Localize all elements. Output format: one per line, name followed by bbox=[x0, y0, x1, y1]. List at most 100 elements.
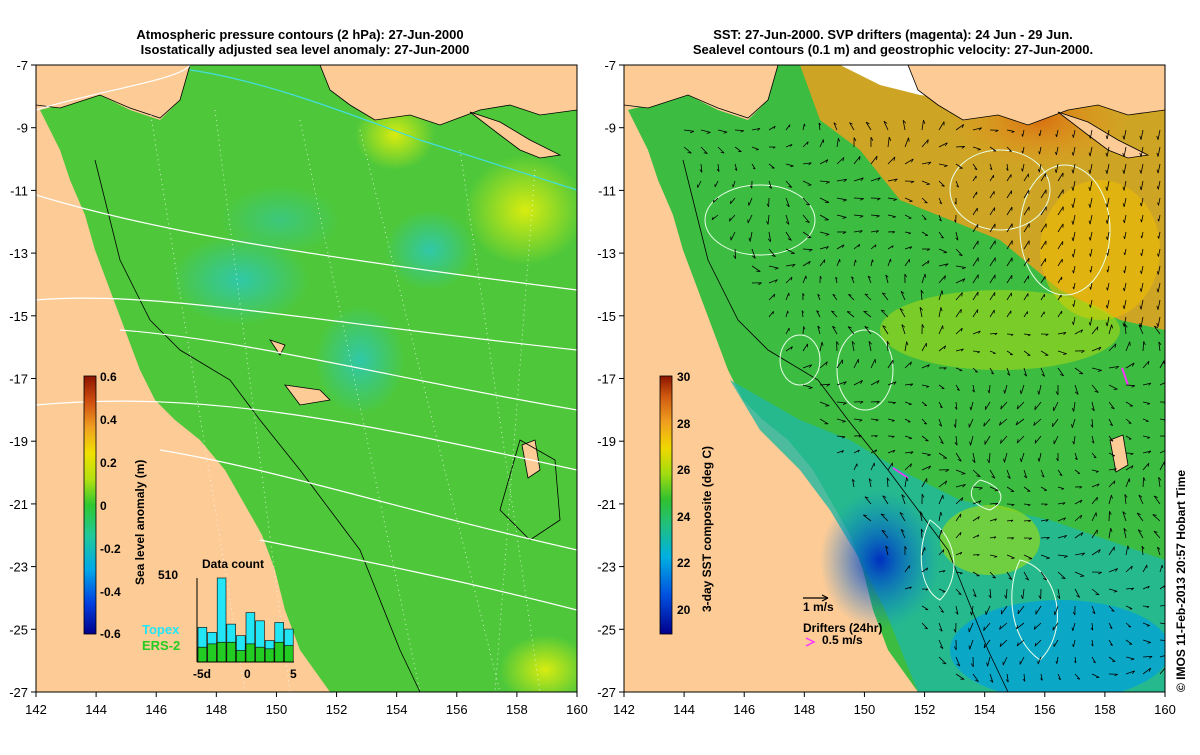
x-tick-label: 158 bbox=[506, 702, 528, 717]
velocity-arrow bbox=[1057, 571, 1066, 580]
velocity-arrow bbox=[748, 197, 753, 206]
right-title-line2: Sealevel contours (0.1 m) and geostrophi… bbox=[693, 42, 1093, 57]
velocity-arrow bbox=[1122, 214, 1127, 224]
velocity-arrow bbox=[919, 511, 923, 522]
velocity-arrow bbox=[904, 401, 912, 406]
velocity-arrow bbox=[1074, 588, 1081, 598]
velocity-arrow bbox=[921, 547, 926, 556]
velocity-arrow bbox=[938, 163, 948, 168]
velocity-arrow bbox=[1040, 173, 1047, 182]
velocity-arrow bbox=[1074, 469, 1081, 474]
velocity-arrow bbox=[802, 141, 809, 148]
velocity-arrow bbox=[700, 129, 711, 134]
drifter-speed-label: 0.5 m/s bbox=[822, 633, 863, 647]
velocity-arrow bbox=[921, 197, 928, 204]
velocity-arrow bbox=[921, 119, 926, 131]
velocity-arrow bbox=[1142, 564, 1148, 573]
velocity-arrow bbox=[1023, 257, 1030, 267]
velocity-arrow bbox=[1016, 435, 1025, 444]
velocity-arrow bbox=[955, 265, 966, 270]
velocity-arrow bbox=[1088, 197, 1093, 208]
x-tick-label: 142 bbox=[25, 702, 47, 717]
velocity-arrow bbox=[1006, 486, 1015, 492]
velocity-arrow bbox=[1125, 478, 1131, 488]
velocity-arrow bbox=[870, 177, 881, 182]
y-tick-label: -17 bbox=[597, 372, 616, 387]
velocity-arrow bbox=[819, 383, 831, 387]
left-y-axis: -7 -9 -11 -13 -15 -17 -19 -21 -23 -25 -27 bbox=[9, 58, 36, 700]
velocity-arrow bbox=[1038, 146, 1042, 155]
velocity-arrow bbox=[1125, 545, 1130, 556]
velocity-arrow bbox=[1023, 519, 1031, 523]
velocity-arrow bbox=[938, 248, 948, 254]
velocity-arrow bbox=[987, 452, 991, 464]
velocity-arrow bbox=[870, 244, 877, 250]
cb-tick: 26 bbox=[677, 463, 691, 477]
velocity-arrow bbox=[1006, 129, 1015, 133]
velocity-arrow bbox=[1040, 189, 1047, 199]
velocity-arrow bbox=[802, 326, 806, 335]
velocity-arrow bbox=[1034, 639, 1042, 647]
velocity-arrow bbox=[955, 231, 959, 241]
left-island-c bbox=[521, 439, 541, 479]
y-tick-label: -15 bbox=[597, 309, 616, 324]
velocity-arrow bbox=[768, 163, 775, 169]
velocity-arrow bbox=[1140, 265, 1144, 274]
velocity-arrow bbox=[836, 214, 847, 219]
velocity-arrow bbox=[734, 129, 745, 133]
velocity-arrow bbox=[1040, 536, 1050, 540]
velocity-arrow bbox=[1106, 248, 1110, 256]
velocity-arrow bbox=[938, 345, 947, 352]
velocity-arrow bbox=[1074, 552, 1086, 556]
velocity-arrow bbox=[972, 367, 978, 373]
histogram-bar-ers2 bbox=[207, 643, 217, 663]
velocity-arrow bbox=[870, 214, 880, 218]
velocity-arrow bbox=[1142, 450, 1152, 454]
velocity-arrow bbox=[683, 146, 692, 154]
data-count-title: Data count bbox=[202, 557, 264, 571]
velocity-arrow bbox=[697, 180, 702, 188]
velocity-arrow bbox=[785, 292, 790, 301]
velocity-arrow bbox=[747, 214, 753, 224]
hist-tick: -5d bbox=[193, 667, 211, 681]
velocity-arrow bbox=[1072, 605, 1076, 616]
velocity-arrow bbox=[921, 384, 930, 388]
velocity-arrow bbox=[1159, 360, 1165, 369]
velocity-arrow bbox=[954, 435, 958, 446]
velocity-arrow bbox=[1057, 517, 1066, 522]
velocity-arrow bbox=[1040, 223, 1047, 233]
velocity-arrow bbox=[1088, 231, 1093, 241]
velocity-arrow bbox=[1106, 231, 1110, 240]
velocity-arrow bbox=[734, 146, 742, 153]
left-island-new-guinea-tip bbox=[36, 65, 191, 119]
velocity-arrow bbox=[886, 477, 890, 488]
velocity-arrow bbox=[1125, 587, 1135, 591]
velocity-arrow bbox=[1057, 206, 1064, 216]
velocity-arrow bbox=[921, 478, 928, 488]
pressure-contour bbox=[119, 329, 577, 411]
velocity-arrow bbox=[920, 289, 924, 301]
velocity-arrow bbox=[1006, 190, 1013, 199]
velocity-arrow bbox=[1091, 588, 1100, 596]
velocity-arrow bbox=[1105, 299, 1110, 309]
velocity-arrow bbox=[1124, 323, 1128, 335]
velocity-arrow bbox=[900, 290, 906, 301]
velocity-legend: 1 m/s Drifters (24hr) 0.5 m/s bbox=[803, 594, 882, 647]
velocity-arrow bbox=[989, 292, 996, 301]
velocity-arrow bbox=[1108, 435, 1114, 442]
velocity-arrow bbox=[1000, 435, 1008, 444]
velocity-arrow bbox=[801, 310, 805, 318]
velocity-arrow bbox=[880, 309, 889, 318]
y-tick-label: -19 bbox=[597, 434, 616, 449]
left-png-land bbox=[319, 65, 577, 126]
velocity-arrow bbox=[864, 326, 872, 335]
velocity-arrow bbox=[989, 240, 996, 250]
velocity-arrow bbox=[836, 435, 846, 439]
velocity-arrow bbox=[989, 190, 995, 199]
velocity-arrow bbox=[955, 124, 965, 131]
velocity-arrow bbox=[1108, 622, 1113, 630]
velocity-arrow bbox=[1003, 452, 1008, 463]
velocity-arrow bbox=[1040, 554, 1050, 560]
velocity-arrow bbox=[1020, 452, 1025, 463]
